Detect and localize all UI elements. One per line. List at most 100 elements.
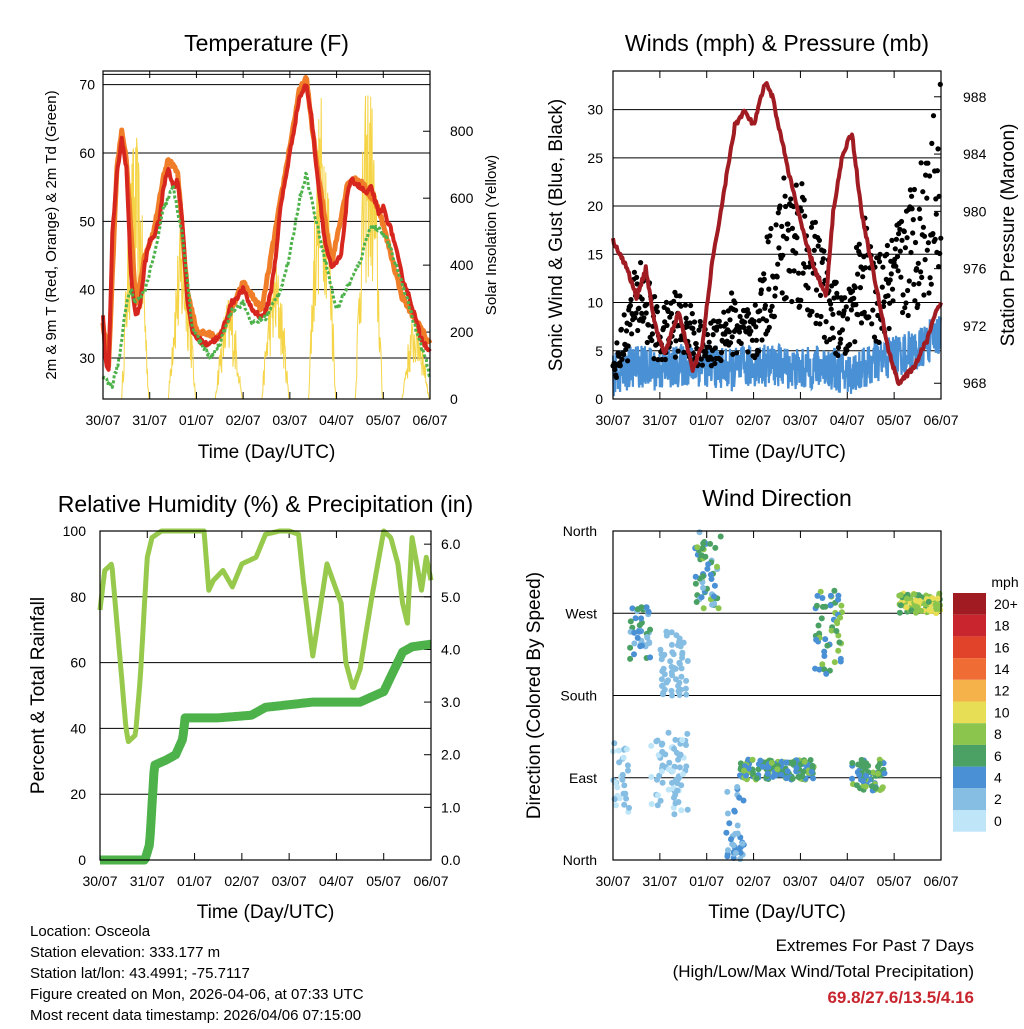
direction-point xyxy=(692,580,699,587)
direction-point xyxy=(616,759,623,766)
gust-point xyxy=(777,203,783,209)
gust-point xyxy=(901,228,907,235)
direction-point xyxy=(619,771,626,778)
direction-point xyxy=(625,767,631,774)
gust-point xyxy=(820,256,826,262)
x-axis-label: Time (Day/UTC) xyxy=(708,442,846,463)
colorbar-swatch xyxy=(953,636,986,659)
direction-point xyxy=(821,648,828,655)
direction-point xyxy=(926,606,933,613)
x-tick-label: 06/07 xyxy=(412,412,447,428)
gust-point xyxy=(861,309,867,315)
direction-point xyxy=(678,807,685,814)
colorbar-swatch xyxy=(953,766,986,789)
gust-point xyxy=(858,320,865,326)
gust-point xyxy=(771,313,778,319)
gust-point xyxy=(687,320,693,326)
direction-point xyxy=(856,772,863,779)
extremes-values: 69.8/27.6/13.5/4.16 xyxy=(827,988,974,1007)
direction-point xyxy=(849,760,856,766)
direction-point xyxy=(676,764,683,771)
gust-point xyxy=(753,324,759,330)
y-tick-label: 100 xyxy=(63,523,87,539)
direction-point xyxy=(822,636,829,643)
y-tick-label: West xyxy=(565,605,597,621)
gust-point xyxy=(712,360,718,367)
y-tick-label: 80 xyxy=(70,589,86,605)
direction-point xyxy=(778,771,785,778)
direction-point xyxy=(669,768,676,775)
gust-point xyxy=(852,284,858,291)
gust-point xyxy=(733,307,739,313)
gust-point xyxy=(811,247,817,253)
direction-point xyxy=(729,841,736,848)
direction-point xyxy=(743,772,749,779)
gust-point xyxy=(643,310,649,316)
gust-point xyxy=(852,339,858,345)
gust-point xyxy=(613,374,620,380)
gust-point xyxy=(704,331,711,338)
series-2m-td xyxy=(101,171,432,389)
gust-point xyxy=(900,309,906,316)
direction-point xyxy=(672,800,679,807)
direction-point xyxy=(707,540,714,547)
gust-point xyxy=(843,304,849,310)
colorbar-label: 4 xyxy=(994,769,1002,785)
gust-point xyxy=(783,203,789,210)
gust-point xyxy=(912,239,919,246)
direction-point xyxy=(684,730,691,737)
gust-point xyxy=(905,287,911,294)
y-right-tick-label: 200 xyxy=(450,324,474,340)
gust-point xyxy=(779,223,785,229)
direction-point xyxy=(669,692,676,699)
speed-colorbar: mph 20+ 18 16 14 12 10 8 6 4 2 0 xyxy=(953,574,1019,832)
gust-point xyxy=(690,350,697,357)
x-tick-label: 01/07 xyxy=(177,873,212,889)
direction-point xyxy=(934,595,941,602)
colorbar-swatch xyxy=(953,679,986,702)
gust-point xyxy=(775,210,781,216)
gust-point xyxy=(926,290,932,296)
gust-point xyxy=(654,304,660,310)
gust-point xyxy=(890,298,896,304)
direction-point xyxy=(784,768,791,775)
gust-point xyxy=(663,299,670,305)
y-right-tick-label: 3.0 xyxy=(441,694,461,710)
direction-point xyxy=(611,740,618,747)
direction-point xyxy=(700,605,707,612)
gust-point xyxy=(678,303,684,309)
direction-point xyxy=(807,757,814,763)
gust-point xyxy=(767,233,773,239)
gust-point xyxy=(892,246,898,252)
direction-point xyxy=(932,602,939,608)
gust-point xyxy=(914,266,920,272)
gust-point xyxy=(933,211,939,217)
direction-point xyxy=(741,767,747,774)
gust-point xyxy=(889,286,896,292)
direction-point xyxy=(684,658,691,664)
gust-point xyxy=(812,219,819,225)
gust-point xyxy=(635,327,641,334)
y-tick-label: 50 xyxy=(79,213,95,229)
gust-point xyxy=(766,286,772,292)
gust-point xyxy=(853,302,859,308)
gust-point xyxy=(857,285,864,291)
gust-point xyxy=(851,295,857,301)
gust-point xyxy=(918,160,924,166)
direction-point xyxy=(783,775,790,782)
y-tick-label: 10 xyxy=(587,295,603,311)
gust-point xyxy=(900,292,906,298)
gust-point xyxy=(718,349,725,356)
gust-point xyxy=(699,362,706,368)
x-tick-label: 01/07 xyxy=(689,873,724,889)
gust-point xyxy=(763,318,770,324)
gust-point xyxy=(813,287,820,293)
gust-point xyxy=(683,315,689,321)
gust-point xyxy=(711,318,717,324)
direction-point xyxy=(790,759,797,766)
gust-point xyxy=(815,243,821,249)
gust-point xyxy=(923,172,929,178)
gust-point xyxy=(691,319,698,325)
gust-point xyxy=(876,339,882,345)
y-tick-label: 20 xyxy=(587,198,603,214)
